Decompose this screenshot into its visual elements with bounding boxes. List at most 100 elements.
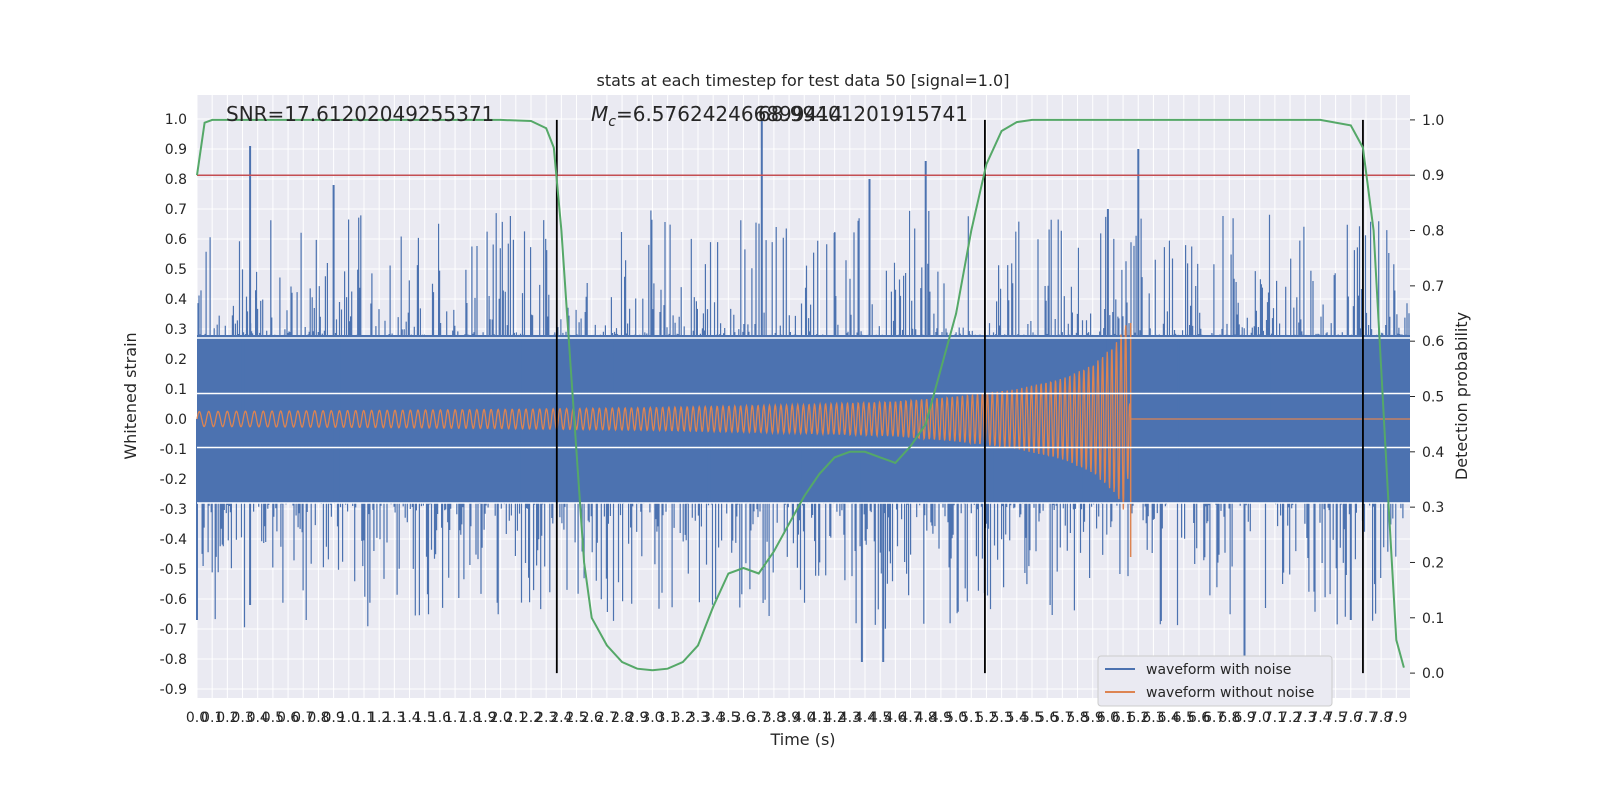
x-tick-label: 3.1: [656, 710, 678, 726]
mc-annotation: Mc=6.576242466899414: [591, 102, 843, 130]
x-tick-label: 3.9: [778, 710, 800, 726]
x-tick-label: 0.8: [307, 710, 329, 726]
x-tick-label: 0.4: [247, 710, 269, 726]
noise-spikes: [196, 119, 1352, 662]
x-tick-label: 2.6: [581, 710, 603, 726]
x-tick-label: 3.3: [687, 710, 709, 726]
x-tick-label: 6.1: [1112, 710, 1134, 726]
x-tick-label: 3.0: [641, 710, 663, 726]
x-tick-label: 4.1: [808, 710, 830, 726]
x-tick-label: 3.8: [763, 710, 785, 726]
y-tick-right-label: 0.3: [1422, 500, 1444, 516]
x-tick-label: 5.9: [1082, 710, 1104, 726]
x-tick-label: 2.0: [489, 710, 511, 726]
x-tick-label: 4.6: [884, 710, 906, 726]
x-tick-label: 1.9: [474, 710, 496, 726]
x-tick-label: 5.8: [1066, 710, 1088, 726]
x-tick-label: 5.0: [945, 710, 967, 726]
x-tick-label: 0.3: [231, 710, 253, 726]
y-tick-right-label: 0.6: [1422, 334, 1444, 350]
x-tick-label: 4.0: [793, 710, 815, 726]
white-lines: [197, 337, 1410, 504]
x-tick-label: 3.7: [748, 710, 770, 726]
x-tick-label: 1.3: [383, 710, 405, 726]
x-tick-label: 2.4: [550, 710, 572, 726]
x-ticks: 0.00.10.20.30.40.50.60.70.80.91.01.11.21…: [186, 710, 1408, 726]
x-tick-label: 6.2: [1127, 710, 1149, 726]
x-tick-label: 6.6: [1188, 710, 1210, 726]
x-tick-label: 7.2: [1279, 710, 1301, 726]
y-axis-label: Whitened strain: [121, 332, 140, 459]
x-tick-label: 1.5: [414, 710, 436, 726]
y-ticks-right: 0.0 0.1 0.2 0.3 0.4 0.5 0.6 0.7 0.8 0.9 1.0: [1410, 113, 1444, 682]
x-tick-label: 7.0: [1249, 710, 1271, 726]
probability-path: [196, 118, 1405, 672]
x-tick-label: 3.2: [672, 710, 694, 726]
x-tick-label: 4.5: [869, 710, 891, 726]
x-tick-label: 7.6: [1340, 710, 1362, 726]
x-tick-label: 7.5: [1324, 710, 1346, 726]
y-tick-right-label: 1.0: [1422, 113, 1444, 129]
snr-annotation: SNR=17.61202049255371: [226, 102, 494, 126]
y-tick-label: 1.0: [165, 112, 187, 128]
y-tick-right-label: 0.4: [1422, 445, 1444, 461]
x-tick-label: 2.7: [596, 710, 618, 726]
y-tick-label: 0.0: [165, 412, 187, 428]
x-tick-label: 7.9: [1385, 710, 1407, 726]
x-tick-label: 0.7: [292, 710, 314, 726]
x-tick-label: 1.2: [368, 710, 390, 726]
x-tick-label: 2.9: [626, 710, 648, 726]
x-tick-label: 6.8: [1218, 710, 1240, 726]
vertical-lines: [555, 119, 1364, 674]
legend: waveform with noise waveform without noi…: [1097, 655, 1333, 707]
legend-label-noise: waveform with noise: [1146, 662, 1291, 678]
x-tick-label: 7.1: [1264, 710, 1286, 726]
series-waveform-without-noise: [196, 323, 1410, 557]
chart-title: stats at each timestep for test data 50 …: [597, 71, 1010, 90]
x-tick-label: 2.8: [611, 710, 633, 726]
x-tick-label: 0.6: [277, 710, 299, 726]
x-tick-label: 2.5: [565, 710, 587, 726]
y-tick-right-label: 0.9: [1422, 168, 1444, 184]
y-tick-right-label: 0.8: [1422, 224, 1444, 240]
x-tick-label: 6.4: [1157, 710, 1179, 726]
x-tick-label: 2.2: [520, 710, 542, 726]
y-tick-label: 0.7: [165, 202, 187, 218]
x-tick-label: 4.8: [915, 710, 937, 726]
y-tick-label: 0.5: [165, 262, 187, 278]
y-tick-label: -0.9: [160, 682, 187, 698]
y-tick-label: 0.4: [165, 292, 187, 308]
y-tick-label: -0.5: [160, 562, 187, 578]
x-tick-label: 6.5: [1173, 710, 1195, 726]
y-tick-label: 0.3: [165, 322, 187, 338]
y-tick-label: -0.6: [160, 592, 187, 608]
x-tick-label: 5.4: [1006, 710, 1028, 726]
y-tick-label: 0.2: [165, 352, 187, 368]
legend-label-clean: waveform without noise: [1146, 685, 1314, 701]
x-tick-label: 7.3: [1294, 710, 1316, 726]
x-tick-label: 5.2: [975, 710, 997, 726]
y-tick-right-label: 0.0: [1422, 666, 1444, 682]
x-tick-label: 7.4: [1309, 710, 1331, 726]
x-tick-label: 6.7: [1203, 710, 1225, 726]
y-ticks: -0.9 -0.8 -0.7 -0.6 -0.5 -0.4 -0.3 -0.2 -0.1 0.0 0…: [160, 112, 187, 698]
x-tick-label: 4.2: [823, 710, 845, 726]
x-tick-label: 4.3: [839, 710, 861, 726]
x-tick-label: 0.9: [323, 710, 345, 726]
x-tick-label: 1.7: [444, 710, 466, 726]
x-tick-label: 1.6: [429, 710, 451, 726]
y-tick-label: 0.1: [165, 382, 187, 398]
y-tick-right-label: 0.1: [1422, 611, 1444, 627]
x-tick-label: 5.3: [990, 710, 1012, 726]
clean-path: [196, 325, 1410, 510]
y-tick-label: -0.8: [160, 652, 187, 668]
y-tick-right-label: 0.5: [1422, 390, 1444, 406]
y-tick-right-label: 0.7: [1422, 279, 1444, 295]
extra-annotation: 68.99401201915741: [758, 102, 968, 126]
y-tick-label: -0.4: [160, 532, 187, 548]
x-tick-label: 4.9: [930, 710, 952, 726]
x-tick-label: 0.5: [262, 710, 284, 726]
y-tick-right-label: 0.2: [1422, 555, 1444, 571]
y-tick-label: 0.8: [165, 172, 187, 188]
